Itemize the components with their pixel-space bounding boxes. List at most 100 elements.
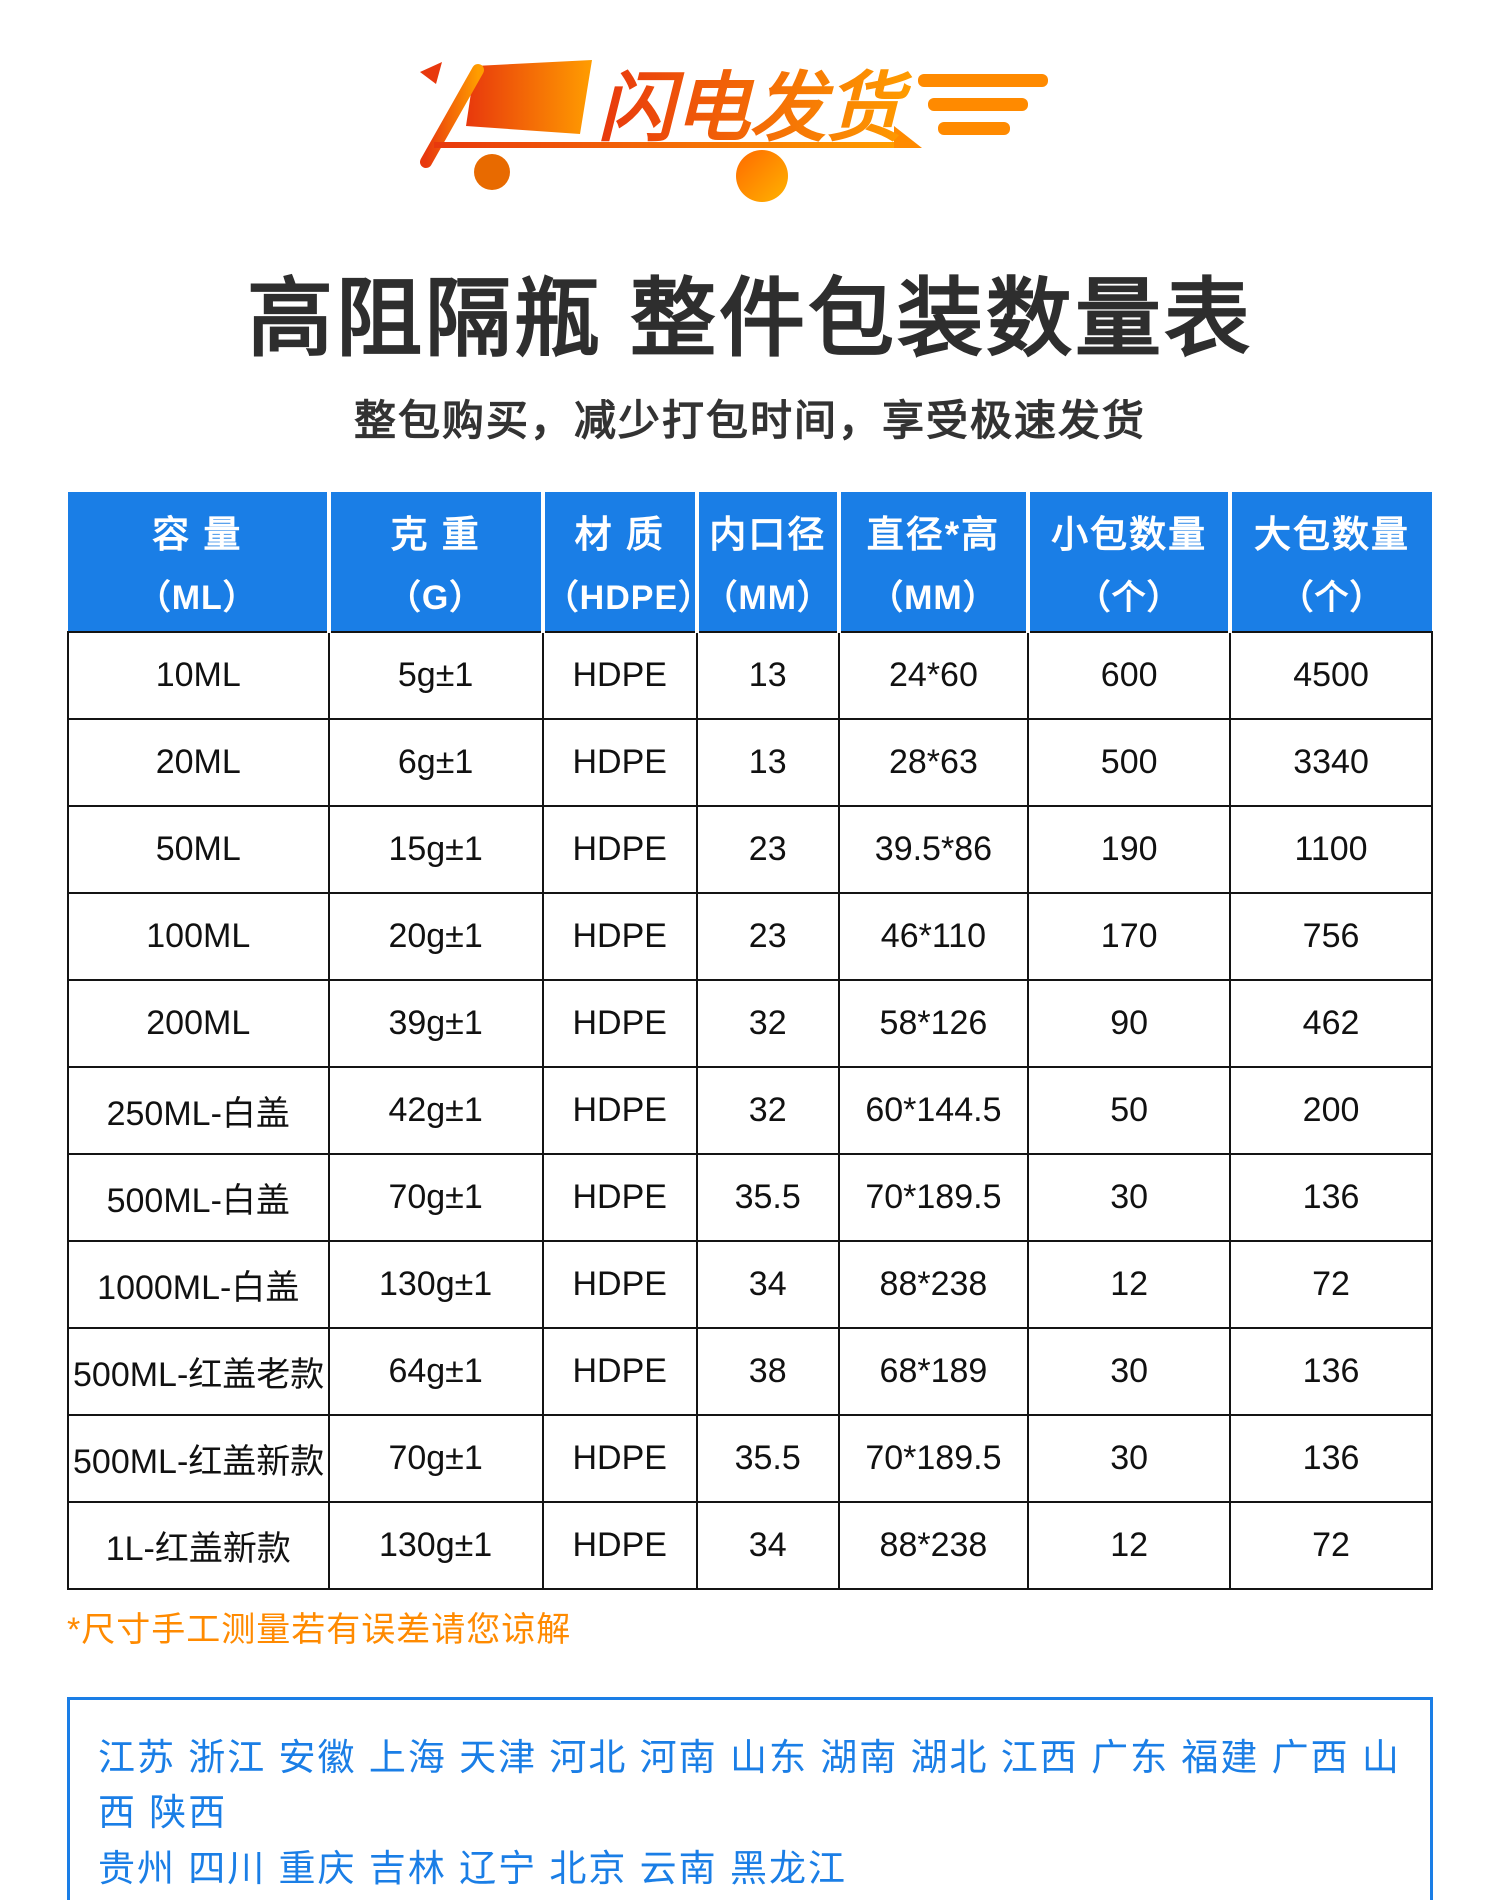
logo-cart-flag [466,60,592,134]
table-cell: 20ML [67,717,330,807]
logo-text: 闪电发货 [598,66,913,151]
column-header-unit: （MM） [869,578,998,617]
table-row: 100ML 20g±1 HDPE 23 46*110 170 756 [67,891,1433,981]
table-cell: 39.5*86 [837,804,1030,894]
table-cell: 60*144.5 [837,1065,1030,1155]
table-cell: HDPE [541,1326,698,1416]
table-cell: 35.5 [695,1413,840,1503]
table-cell: 70g±1 [327,1152,544,1242]
table-row: 250ML-白盖 42g±1 HDPE 32 60*144.5 50 200 [67,1065,1433,1155]
table-cell: 32 [695,1065,840,1155]
table-row: 20ML 6g±1 HDPE 13 28*63 500 3340 [67,717,1433,807]
logo: 闪电发货 [0,0,1500,258]
logo-wheel-right [736,150,788,202]
column-header: 小包数量 （个） [1028,491,1233,632]
logo-speed-lines-icon [918,74,1048,135]
column-header-unit: （个） [1076,578,1182,617]
column-header-name: 克 重 [390,513,481,555]
column-header: 克 重 （G） [328,491,545,632]
table-cell: 500 [1027,717,1232,807]
table-cell: 500ML-红盖老款 [67,1326,330,1416]
column-header: 内口径 （MM） [696,491,841,632]
table-cell: 100ML [67,891,330,981]
table-row: 1000ML-白盖 130g±1 HDPE 34 88*238 12 72 [67,1239,1433,1329]
table-row: 10ML 5g±1 HDPE 13 24*60 600 4500 [67,630,1433,720]
table-row: 500ML-白盖 70g±1 HDPE 35.5 70*189.5 30 136 [67,1152,1433,1242]
table-cell: 190 [1027,804,1232,894]
table-cell: 13 [695,630,840,720]
table-cell: HDPE [541,1152,698,1242]
table-cell: 39g±1 [327,978,544,1068]
column-header-name: 小包数量 [1051,513,1208,555]
logo-cart-base [434,142,894,148]
column-header-name: 材 质 [574,513,665,555]
column-header-unit: （ML） [136,578,258,617]
table-cell: 68*189 [837,1326,1030,1416]
table-cell: HDPE [541,1413,698,1503]
table-cell: 500ML-红盖新款 [67,1413,330,1503]
column-header-name: 容 量 [152,513,243,555]
table-cell: 88*238 [837,1500,1030,1590]
logo-accent-triangle [420,62,442,84]
table-cell: 136 [1229,1413,1433,1503]
logo-accent-triangle-2 [894,126,922,148]
table-cell: 20g±1 [327,891,544,981]
header-row: 容 量 （ML） 克 重 （G） 材 质 （HDPE） 内口径 （MM） 直径*高 （MM） 小包数… [68,491,1432,632]
table-cell: 250ML-白盖 [67,1065,330,1155]
table-cell: 23 [695,804,840,894]
table-cell: 23 [695,891,840,981]
table-cell: 50ML [67,804,330,894]
logo-wheel-left [474,154,510,190]
spec-table: 容 量 （ML） 克 重 （G） 材 质 （HDPE） 内口径 （MM） 直径*高 （MM） 小包数… [67,491,1433,1590]
table-cell: 15g±1 [327,804,544,894]
table-row: 1L-红盖新款 130g±1 HDPE 34 88*238 12 72 [67,1500,1433,1590]
table-cell: 13 [695,717,840,807]
table-cell: 3340 [1229,717,1433,807]
table-cell: HDPE [541,630,698,720]
logo-graphic: 闪电发货 [420,60,1048,202]
table-cell: HDPE [541,891,698,981]
table-cell: 4500 [1229,630,1433,720]
table-cell: 1000ML-白盖 [67,1239,330,1329]
table-cell: 756 [1229,891,1433,981]
table-cell: HDPE [541,978,698,1068]
column-header-unit: （HDPE） [544,578,714,617]
table-row: 200ML 39g±1 HDPE 32 58*126 90 462 [67,978,1433,1068]
table-cell: 6g±1 [327,717,544,807]
table-cell: 500ML-白盖 [67,1152,330,1242]
table-cell: 72 [1229,1500,1433,1590]
table-cell: 136 [1229,1326,1433,1416]
table-cell: 5g±1 [327,630,544,720]
table-row: 500ML-红盖新款 70g±1 HDPE 35.5 70*189.5 30 136 [67,1413,1433,1503]
table-cell: 34 [695,1239,840,1329]
table-cell: 24*60 [837,630,1030,720]
table-cell: 130g±1 [327,1500,544,1590]
column-header: 材 质 （HDPE） [542,491,714,632]
table-cell: 90 [1027,978,1232,1068]
measurement-note: *尺寸手工测量若有误差请您谅解 [67,1610,572,1649]
table-cell: 200ML [67,978,330,1068]
table-cell: 600 [1027,630,1232,720]
table-cell: 42g±1 [327,1065,544,1155]
table-cell: 88*238 [837,1239,1030,1329]
table-cell: 10ML [67,630,330,720]
table-cell: 34 [695,1500,840,1590]
table-body: 10ML 5g±1 HDPE 13 24*60 600 4500 20ML 6g±1 HDPE 13… [67,630,1433,1590]
table-head: 容 量 （ML） 克 重 （G） 材 质 （HDPE） 内口径 （MM） 直径*高 （MM） 小包数… [68,491,1432,632]
table-cell: 70g±1 [327,1413,544,1503]
table-cell: 28*63 [837,717,1030,807]
shipping-box: 江苏 浙江 安徽 上海 天津 河北 河南 山东 湖南 湖北 江西 广东 福建 广… [67,1696,1433,1900]
table-cell: 58*126 [837,978,1030,1068]
shipping-provinces-line1: 江苏 浙江 安徽 上海 天津 河北 河南 山东 湖南 湖北 江西 广东 福建 广… [98,1736,1401,1834]
page-subtitle: 整包购买，减少打包时间，享受极速发货 [353,396,1146,444]
table-cell: HDPE [541,1500,698,1590]
table-cell: 136 [1229,1152,1433,1242]
column-header-unit: （MM） [703,578,833,617]
table-cell: 462 [1229,978,1433,1068]
table-cell: 170 [1027,891,1232,981]
table-cell: 70*189.5 [837,1413,1030,1503]
table-row: 50ML 15g±1 HDPE 23 39.5*86 190 1100 [67,804,1433,894]
column-header: 大包数量 （个） [1230,491,1432,632]
table-cell: 64g±1 [327,1326,544,1416]
